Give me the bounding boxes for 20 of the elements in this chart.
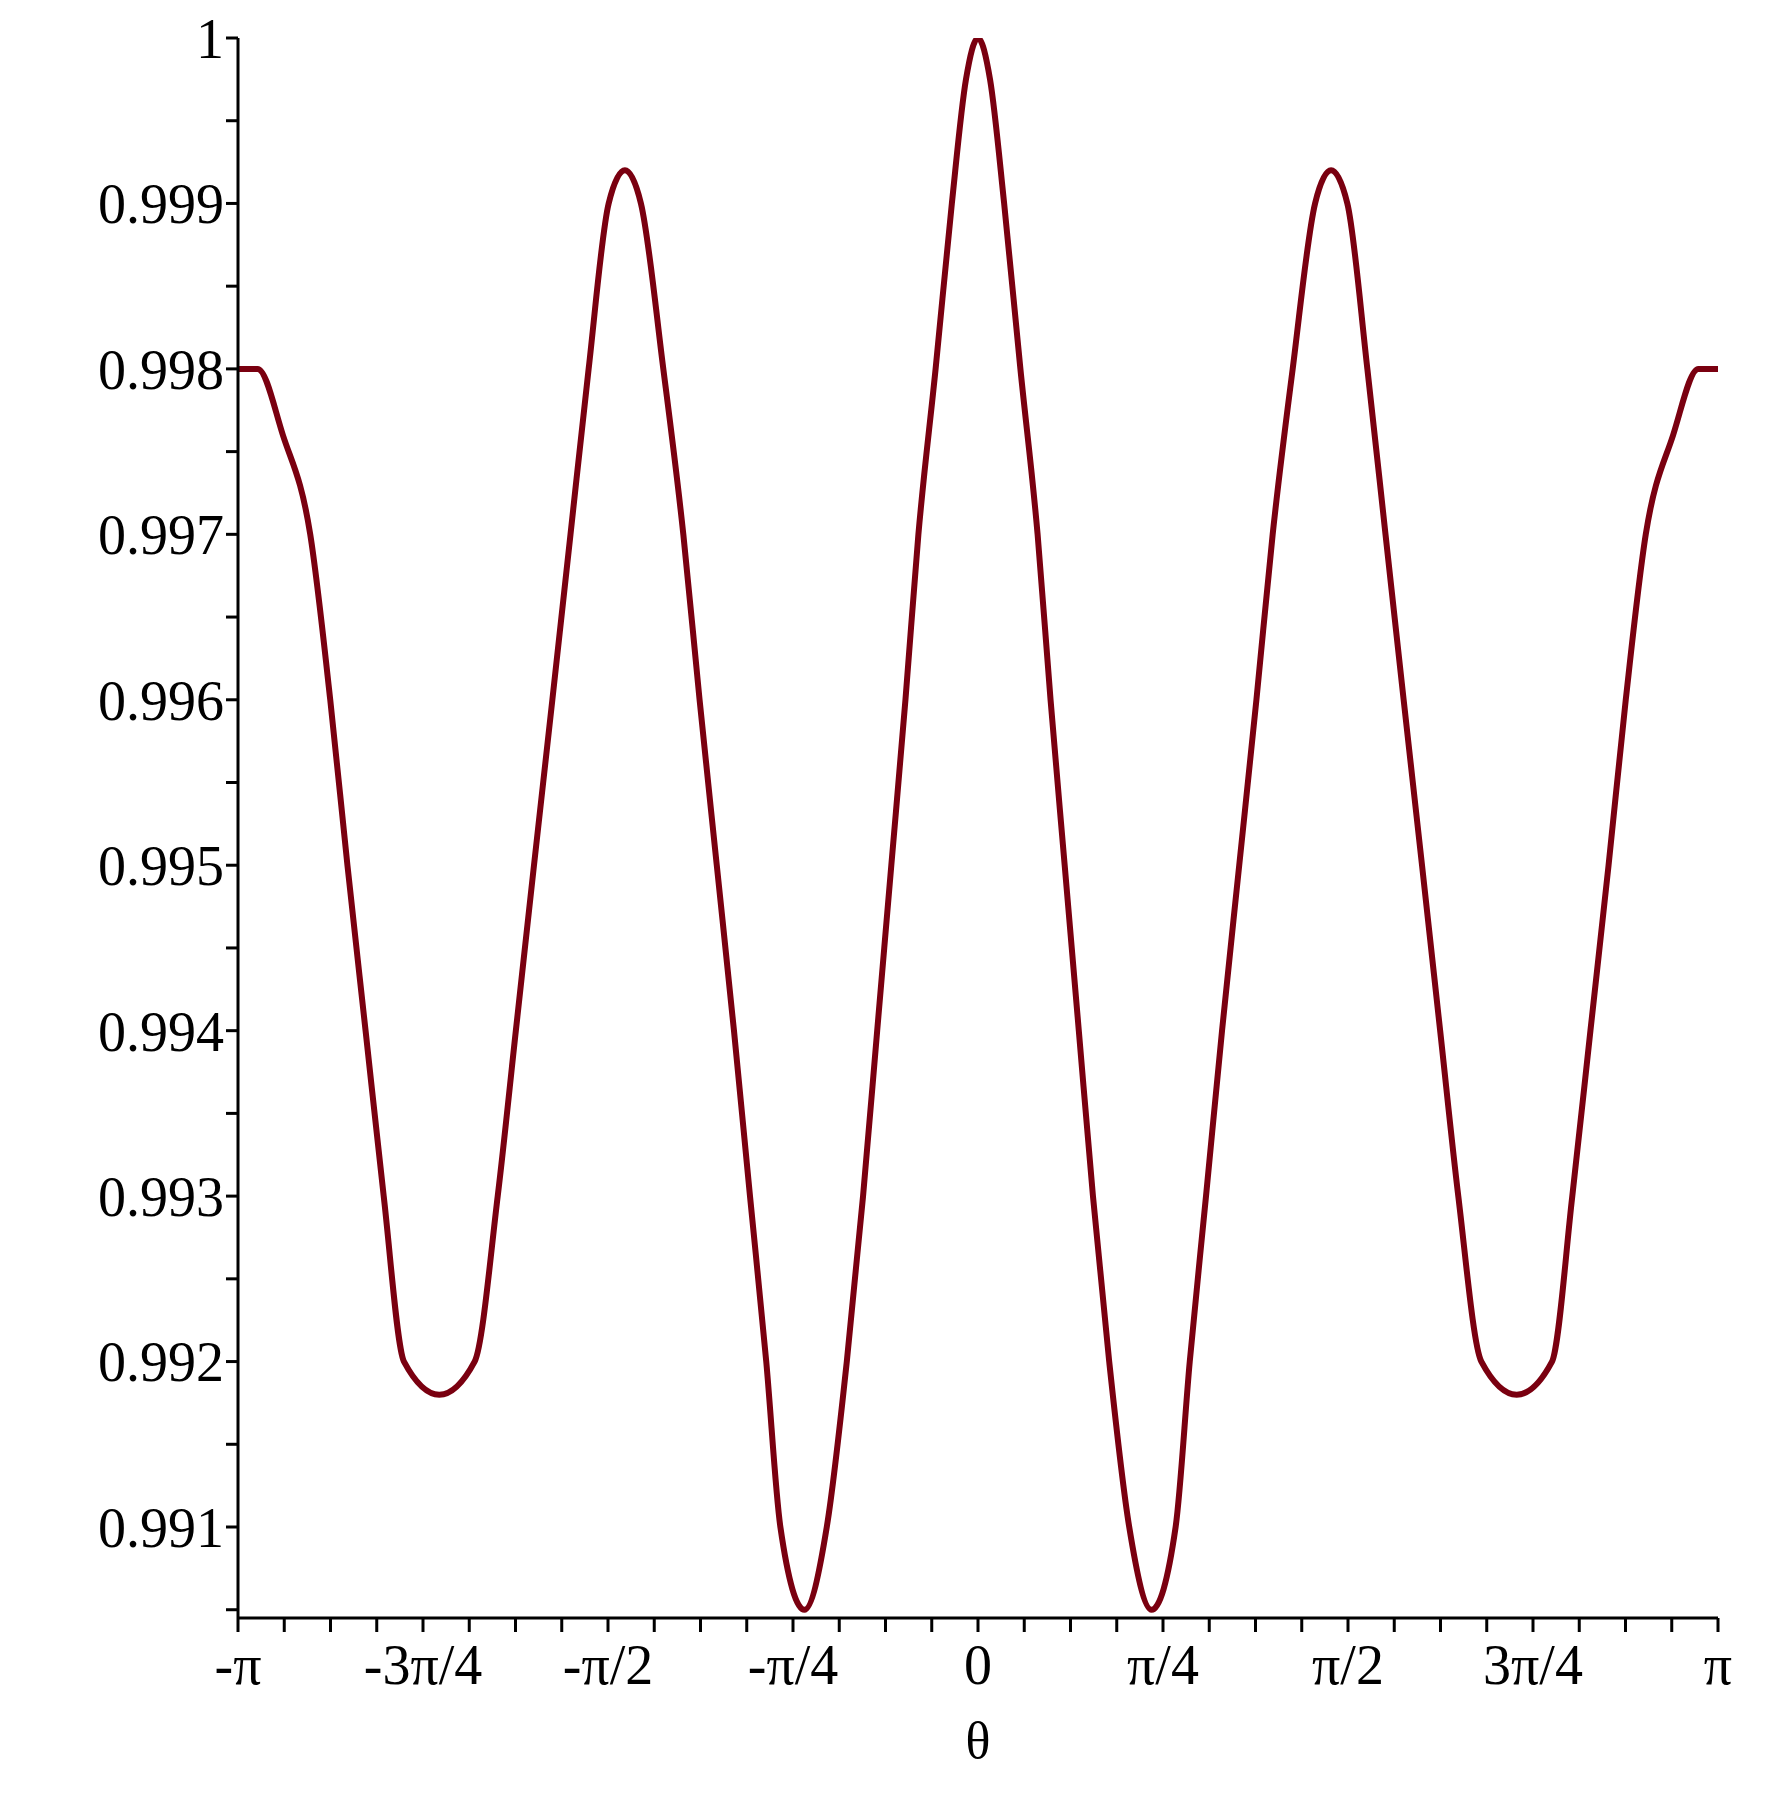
x-tick-label: π/4 (1127, 1634, 1199, 1696)
x-tick-label: -π/4 (747, 1634, 839, 1696)
x-tick-label: -π/2 (562, 1634, 654, 1696)
y-tick-label: 0.997 (98, 504, 224, 567)
x-tick-label: -π (214, 1634, 262, 1696)
y-tick-label: 0.998 (98, 338, 224, 401)
y-tick-label: 1 (196, 7, 224, 70)
y-tick-label: 0.992 (98, 1331, 224, 1394)
x-tick-label: 0 (964, 1634, 992, 1696)
y-tick-label: 0.993 (98, 1166, 224, 1228)
x-tick-label: -3π/4 (363, 1634, 483, 1696)
x-tick-label: π/2 (1312, 1634, 1384, 1696)
x-tick-label: π (1703, 1634, 1733, 1696)
y-tick-label: 0.991 (98, 1496, 224, 1559)
y-tick-label: 0.999 (98, 173, 224, 236)
x-axis-title: θ (965, 1712, 991, 1769)
y-tick-label: 0.994 (98, 1000, 224, 1063)
y-tick-label: 0.995 (98, 835, 224, 898)
y-tick-label: 0.996 (98, 669, 224, 732)
x-tick-label: 3π/4 (1483, 1634, 1583, 1696)
